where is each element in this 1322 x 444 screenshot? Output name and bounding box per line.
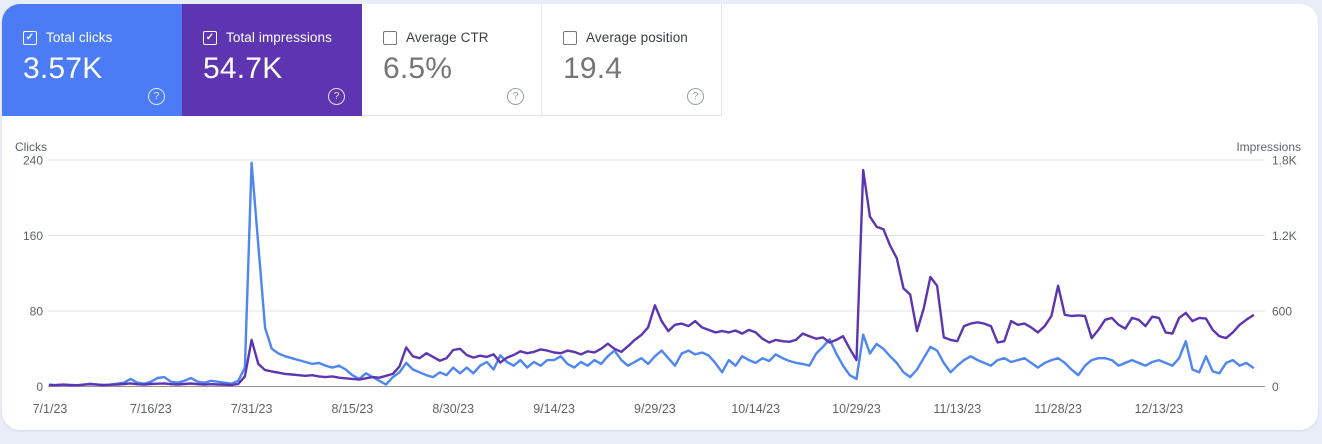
x-axis-tick-label: 11/13/23 bbox=[933, 402, 981, 416]
x-axis-tick-label: 7/16/23 bbox=[130, 402, 172, 416]
left-axis-tick-label: 160 bbox=[23, 229, 43, 243]
x-axis-tick-label: 10/29/23 bbox=[832, 402, 881, 416]
average-ctr-checkbox[interactable] bbox=[383, 30, 397, 45]
left-axis-title: Clicks bbox=[15, 140, 47, 154]
x-axis-tick-label: 9/29/23 bbox=[634, 402, 676, 416]
left-axis-tick-label: 240 bbox=[23, 154, 43, 168]
right-axis-title: Impressions bbox=[1236, 140, 1301, 154]
metric-card-average-ctr[interactable]: Average CTR 6.5% ? bbox=[362, 4, 542, 116]
metrics-row: ✓ Total clicks 3.57K ? ✓ Total impressio… bbox=[2, 4, 722, 116]
metric-value: 54.7K bbox=[203, 52, 283, 85]
left-axis-tick-label: 0 bbox=[36, 380, 43, 394]
metric-label: Total impressions bbox=[226, 30, 332, 45]
help-icon[interactable]: ? bbox=[328, 88, 345, 105]
impressions-line bbox=[48, 168, 1255, 387]
x-axis-tick-label: 8/15/23 bbox=[332, 402, 374, 416]
x-axis-tick-label: 8/30/23 bbox=[432, 402, 474, 416]
x-axis-tick-label: 7/1/23 bbox=[33, 402, 68, 416]
clicks-line bbox=[48, 161, 1255, 387]
metric-value: 19.4 bbox=[563, 52, 623, 85]
left-axis-tick-label: 80 bbox=[30, 305, 44, 319]
metric-value: 3.57K bbox=[23, 52, 103, 85]
right-axis-tick-label: 1.2K bbox=[1272, 229, 1297, 243]
metric-card-header: ✓ Total clicks bbox=[23, 30, 112, 45]
x-axis-tick-label: 12/13/23 bbox=[1135, 402, 1184, 416]
total-clicks-checkbox[interactable]: ✓ bbox=[23, 30, 37, 45]
metric-label: Average CTR bbox=[406, 30, 489, 45]
right-axis-tick-label: 0 bbox=[1272, 380, 1279, 394]
metric-card-total-clicks[interactable]: ✓ Total clicks 3.57K ? bbox=[2, 4, 182, 116]
right-axis-tick-label: 600 bbox=[1272, 305, 1292, 319]
help-icon[interactable]: ? bbox=[687, 88, 704, 105]
x-axis-tick-label: 10/14/23 bbox=[731, 402, 780, 416]
help-icon[interactable]: ? bbox=[507, 88, 524, 105]
right-axis-tick-label: 1.8K bbox=[1272, 154, 1297, 168]
total-impressions-checkbox[interactable]: ✓ bbox=[203, 30, 217, 45]
metric-card-header: Average position bbox=[563, 30, 688, 45]
performance-panel: ✓ Total clicks 3.57K ? ✓ Total impressio… bbox=[2, 4, 1318, 430]
metric-card-header: ✓ Total impressions bbox=[203, 30, 332, 45]
metric-card-total-impressions[interactable]: ✓ Total impressions 54.7K ? bbox=[182, 4, 362, 116]
chart-canvas[interactable]: 0 0 80 600 160 1.2K 240 1.8K 7/1/23 7/16/23 7/31/2… bbox=[2, 4, 1318, 430]
average-position-checkbox[interactable] bbox=[563, 30, 577, 45]
metric-card-header: Average CTR bbox=[383, 30, 489, 45]
help-icon[interactable]: ? bbox=[148, 88, 165, 105]
metric-card-average-position[interactable]: Average position 19.4 ? bbox=[542, 4, 722, 116]
metric-label: Average position bbox=[586, 30, 688, 45]
metric-label: Total clicks bbox=[46, 30, 113, 45]
x-axis-tick-label: 7/31/23 bbox=[231, 402, 273, 416]
x-axis-tick-label: 9/14/23 bbox=[533, 402, 575, 416]
metric-value: 6.5% bbox=[383, 52, 453, 85]
x-axis-tick-label: 11/28/23 bbox=[1034, 402, 1082, 416]
